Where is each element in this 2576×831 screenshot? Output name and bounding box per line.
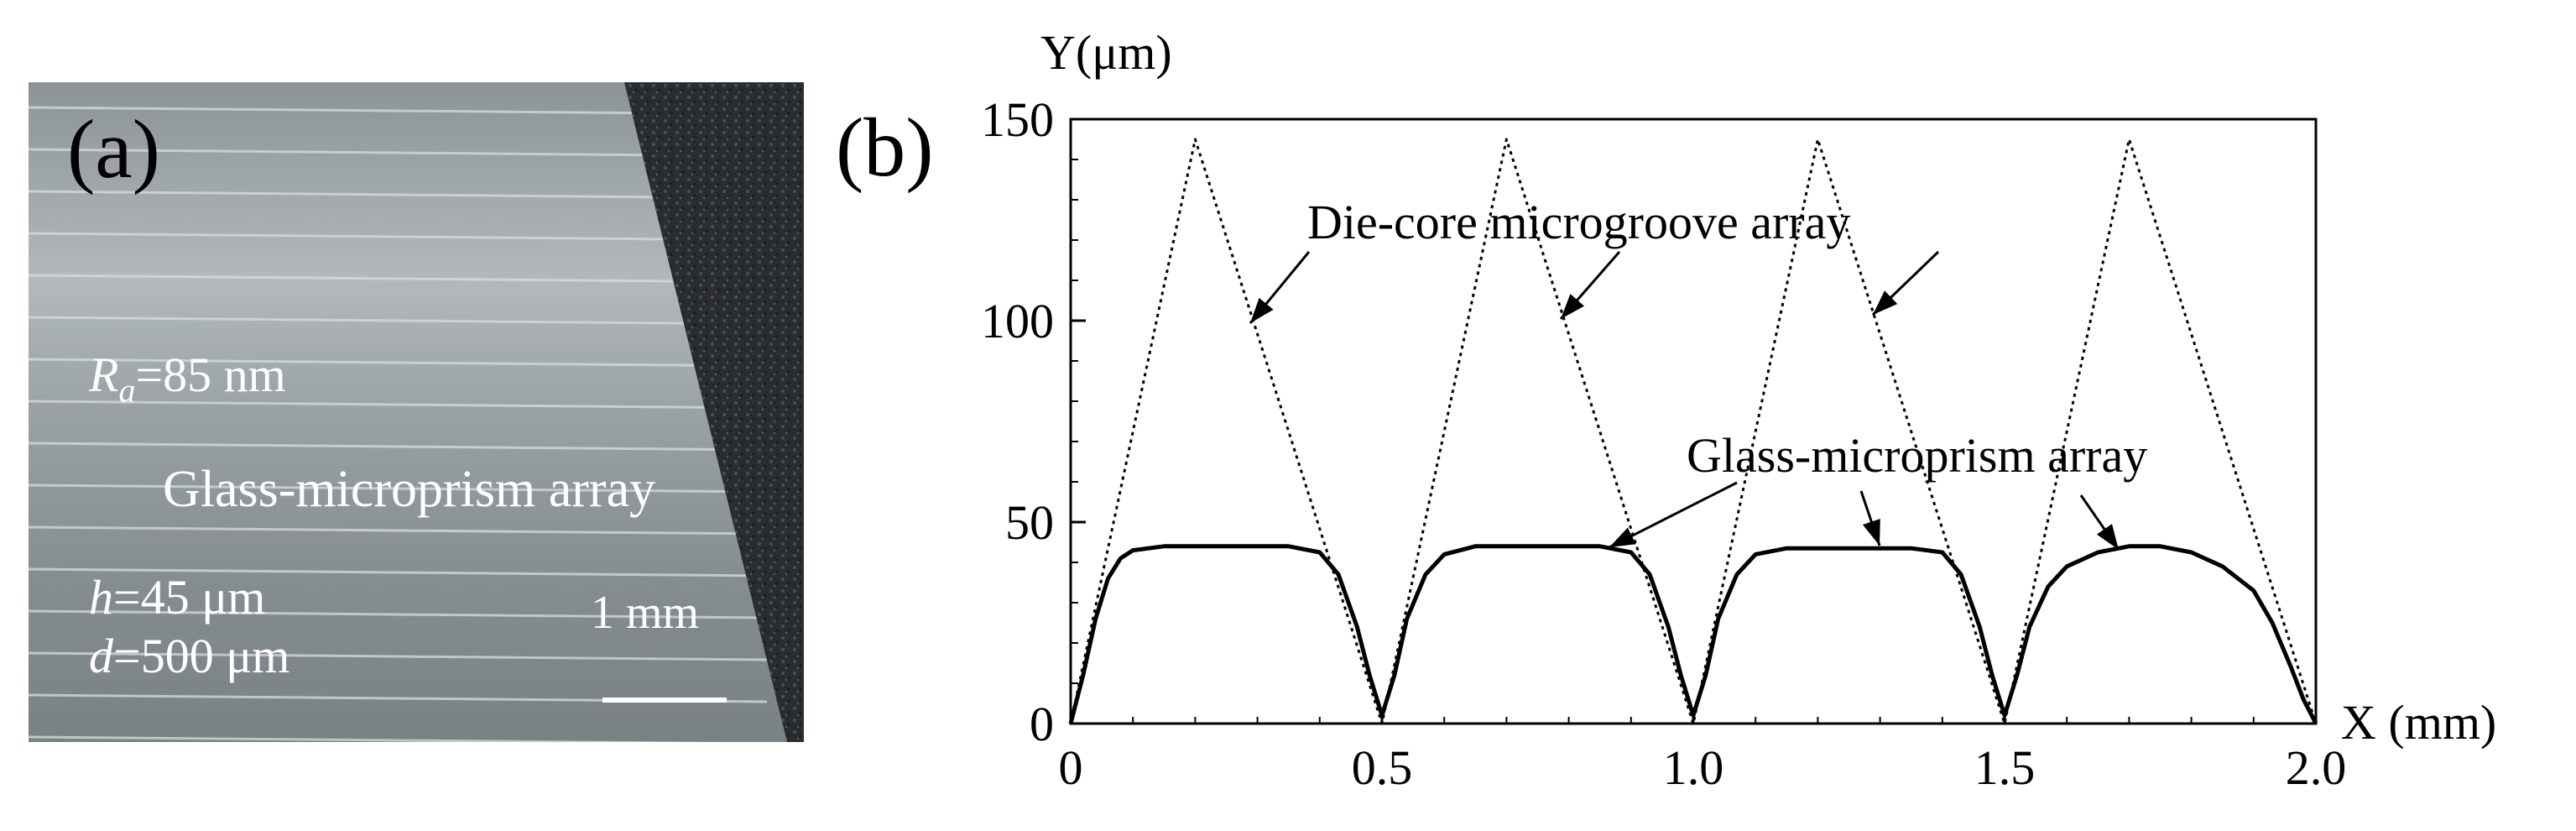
scale-bar <box>602 698 727 703</box>
height-value: =45 μm <box>113 570 266 625</box>
groove-line <box>29 442 768 452</box>
y-tick-label: 50 <box>1005 495 1054 550</box>
y-tick-label: 0 <box>1030 697 1054 751</box>
arrow-head <box>1609 527 1636 547</box>
arrow-head <box>1862 519 1880 546</box>
y-tick-label: 150 <box>981 92 1054 147</box>
photo-title: Glass-microprism array <box>163 461 656 518</box>
series-line-0 <box>1069 138 2318 725</box>
x-tick-label: 2.0 <box>2286 740 2347 795</box>
photo-panel-a: (a) Ra=85 nm Glass-microprism array h=45… <box>29 82 804 742</box>
x-tick-label: 0 <box>1059 740 1083 795</box>
arrow-head <box>2096 524 2119 550</box>
roughness-value: =85 nm <box>135 348 286 402</box>
panel-a-label: (a) <box>67 102 160 196</box>
arrow-head <box>1561 294 1585 319</box>
scale-bar-label: 1 mm <box>591 587 700 639</box>
annotation-arrows <box>1249 250 2120 551</box>
y-tick-label: 100 <box>981 294 1054 348</box>
x-tick-label: 1.5 <box>1974 740 2036 795</box>
annotation-die-core: Die-core microgroove array <box>1307 195 1850 249</box>
x-tick-label: 1.0 <box>1663 740 1724 795</box>
groove-line <box>29 400 768 410</box>
groove-line <box>29 609 768 619</box>
x-axis-label: X (mm) <box>2341 695 2496 750</box>
panel-b-label: (b) <box>836 101 934 194</box>
pitch-symbol: d <box>89 629 113 683</box>
series-line-1 <box>1068 544 2318 725</box>
groove-line <box>29 651 768 661</box>
groove-line <box>29 483 768 494</box>
height-label: h=45 μm <box>89 569 265 625</box>
glass-surface-photo <box>29 82 804 742</box>
arrow-head <box>1250 297 1274 323</box>
arrow-head <box>1873 290 1898 315</box>
roughness-label: Ra=85 nm <box>89 347 286 410</box>
annotation-glass: Glass-microprism array <box>1687 428 2147 483</box>
x-tick-label: 0.5 <box>1352 740 1413 795</box>
groove-line <box>29 567 768 578</box>
groove-line <box>29 735 722 742</box>
axis-tick-labels: 0 0.5 1.0 1.5 2.0 0 50 100 150 <box>981 92 2346 795</box>
pitch-value: =500 μm <box>113 629 290 683</box>
series-layer <box>1068 138 2318 725</box>
groove-line <box>29 232 768 242</box>
roughness-subscript: a <box>118 371 136 410</box>
roughness-symbol: R <box>89 348 119 402</box>
groove-line <box>29 525 768 536</box>
pitch-label: d=500 μm <box>89 628 289 684</box>
groove-line <box>29 316 768 326</box>
y-axis-label: Y(μm) <box>1040 25 1172 80</box>
groove-line <box>29 190 768 200</box>
height-symbol: h <box>89 570 113 625</box>
groove-line <box>29 358 768 368</box>
groove-line <box>29 274 768 284</box>
